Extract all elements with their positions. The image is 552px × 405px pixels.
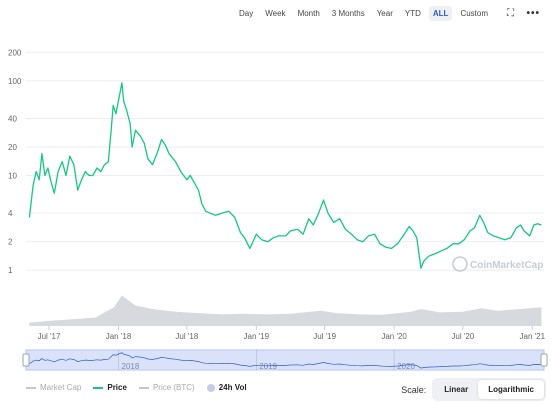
scale-linear-button[interactable]: Linear (444, 385, 469, 394)
y-tick-label: 40 (8, 115, 17, 124)
legend-label: 24h Vol (218, 383, 247, 392)
legend-item-24h-vol[interactable]: 24h Vol (206, 383, 247, 392)
navigator-window[interactable] (25, 349, 545, 371)
range-year-button[interactable]: Year (376, 9, 393, 18)
y-tick-label: 200 (8, 48, 22, 57)
range-custom-button[interactable]: Custom (460, 9, 488, 18)
y-tick-label: 10 (8, 172, 17, 181)
chart-legend: Market Cap Price Price (BTC) 24h Vol (26, 383, 247, 392)
range-week-button[interactable]: Week (265, 9, 286, 18)
volume-area (29, 295, 542, 326)
legend-swatch (26, 386, 36, 389)
navigator-label: 2019 (259, 362, 277, 371)
price-chart: 1 2 4 10 20 40 100 200 CoinMarketCap Jul '17 Jan '… (8, 48, 548, 371)
legend-label: Market Cap (40, 383, 82, 392)
y-tick-label: 1 (8, 266, 13, 275)
legend-item-price[interactable]: Price (93, 383, 127, 392)
coinmarketcap-logo-icon (452, 256, 468, 272)
scale-label: Scale: (401, 384, 427, 395)
legend-swatch (206, 383, 215, 392)
navigator-right-handle[interactable] (540, 353, 548, 367)
y-tick-label: 2 (8, 238, 13, 247)
range-selector: Day Week Month 3 Months Year YTD ALL Custom (235, 6, 492, 21)
x-tick-label: Jul '19 (313, 332, 336, 341)
range-month-button[interactable]: Month (297, 9, 320, 18)
x-tick-label: Jul '18 (175, 332, 198, 341)
scale-selector: Scale: Linear Logarithmic (401, 378, 546, 401)
legend-item-market-cap[interactable]: Market Cap (26, 383, 81, 392)
range-all-button[interactable]: ALL (428, 6, 453, 21)
navigator-price-line (29, 352, 542, 369)
legend-item-price-btc[interactable]: Price (BTC) (138, 383, 195, 392)
navigator-label: 2020 (397, 362, 415, 371)
range-3-months-button[interactable]: 3 Months (331, 9, 365, 18)
expand-icon[interactable]: ⛶ (507, 8, 514, 19)
y-tick-label: 4 (8, 209, 13, 218)
range-ytd-button[interactable]: YTD (404, 9, 421, 18)
x-tick-label: Jan '18 (106, 332, 132, 341)
x-tick-label: Jan '19 (244, 332, 270, 341)
legend-label: Price (107, 383, 127, 392)
legend-label: Price (BTC) (152, 383, 195, 392)
scale-logarithmic-button[interactable]: Logarithmic (478, 380, 544, 399)
x-tick-label: Jan '21 (520, 332, 546, 341)
x-tick-label: Jan '20 (381, 332, 407, 341)
y-tick-label: 100 (8, 77, 22, 86)
navigator-left-handle[interactable] (22, 353, 30, 367)
scale-toggle: Linear Logarithmic (432, 378, 546, 401)
legend-swatch (93, 386, 104, 389)
x-tick-label: Jul '17 (38, 332, 61, 341)
x-tick-label: Jul '20 (451, 332, 474, 341)
price-series-line (28, 82, 542, 269)
watermark: CoinMarketCap (452, 256, 543, 272)
y-tick-label: 20 (8, 143, 17, 152)
more-icon[interactable]: ••• (526, 8, 540, 19)
watermark-text: CoinMarketCap (470, 260, 543, 271)
navigator-label: 2018 (122, 362, 140, 371)
range-day-button[interactable]: Day (239, 9, 254, 18)
legend-swatch (138, 386, 149, 389)
